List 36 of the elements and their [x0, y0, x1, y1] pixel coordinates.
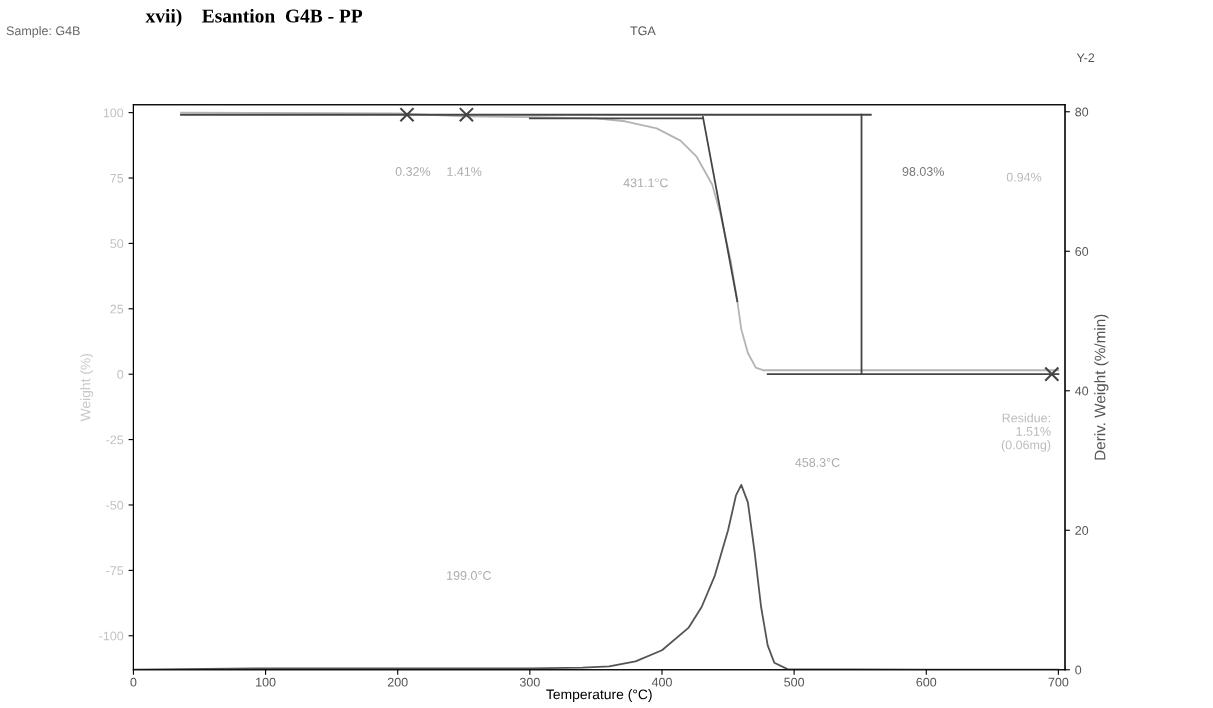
annotation: 458.3°C: [795, 458, 840, 467]
chart-subtitle: TGA: [630, 26, 656, 36]
x-tick-label: 100: [256, 677, 276, 687]
x-tick-label: 200: [387, 677, 408, 687]
annotation: 0.94%: [1006, 172, 1042, 182]
x-tick-label: 400: [651, 677, 672, 687]
y-tick-label: -50: [106, 500, 124, 510]
chart-title: xvii) Esantion G4B - PP: [145, 8, 363, 27]
y2-tick-label: 80: [1075, 107, 1089, 117]
x-axis-title: Temperature (°C): [546, 689, 652, 703]
y-tick-label: -75: [106, 566, 124, 576]
text: Sample: G4B: [6, 26, 80, 38]
annotation: 1.41%: [447, 167, 482, 176]
x-tick-label: 500: [784, 677, 805, 687]
x-tick-label: 0: [130, 677, 137, 687]
annotation: 0.32%: [395, 167, 431, 176]
y-tick-label: 75: [110, 173, 124, 183]
y-tick-label: -100: [99, 631, 124, 641]
annotation: 431.1°C: [623, 178, 668, 188]
text: Y-2: [1076, 53, 1095, 62]
x-tick-label: 300: [519, 677, 540, 687]
y2-tick-label: 40: [1075, 386, 1089, 396]
x-tick-label: 600: [916, 677, 937, 687]
annotation: 98.03%: [902, 167, 944, 176]
y-tick-label: 0: [117, 370, 124, 379]
y-tick-label: 50: [110, 239, 124, 249]
y2-tick-label: 20: [1075, 526, 1089, 535]
x-tick-label: 700: [1048, 677, 1069, 687]
y2-tick-label: 60: [1075, 247, 1089, 256]
y-tick-label: 25: [110, 304, 124, 314]
y-tick-label: -25: [106, 435, 124, 445]
annotation: 199.0°C: [447, 571, 491, 580]
y2-tick-label: 0: [1075, 665, 1082, 675]
y2-axis-title: Deriv. Weight (%/min): [1094, 314, 1109, 460]
y-tick-label: 100: [103, 108, 124, 118]
annotation: Residue: 1.51% (0.06mg): [1001, 413, 1051, 452]
